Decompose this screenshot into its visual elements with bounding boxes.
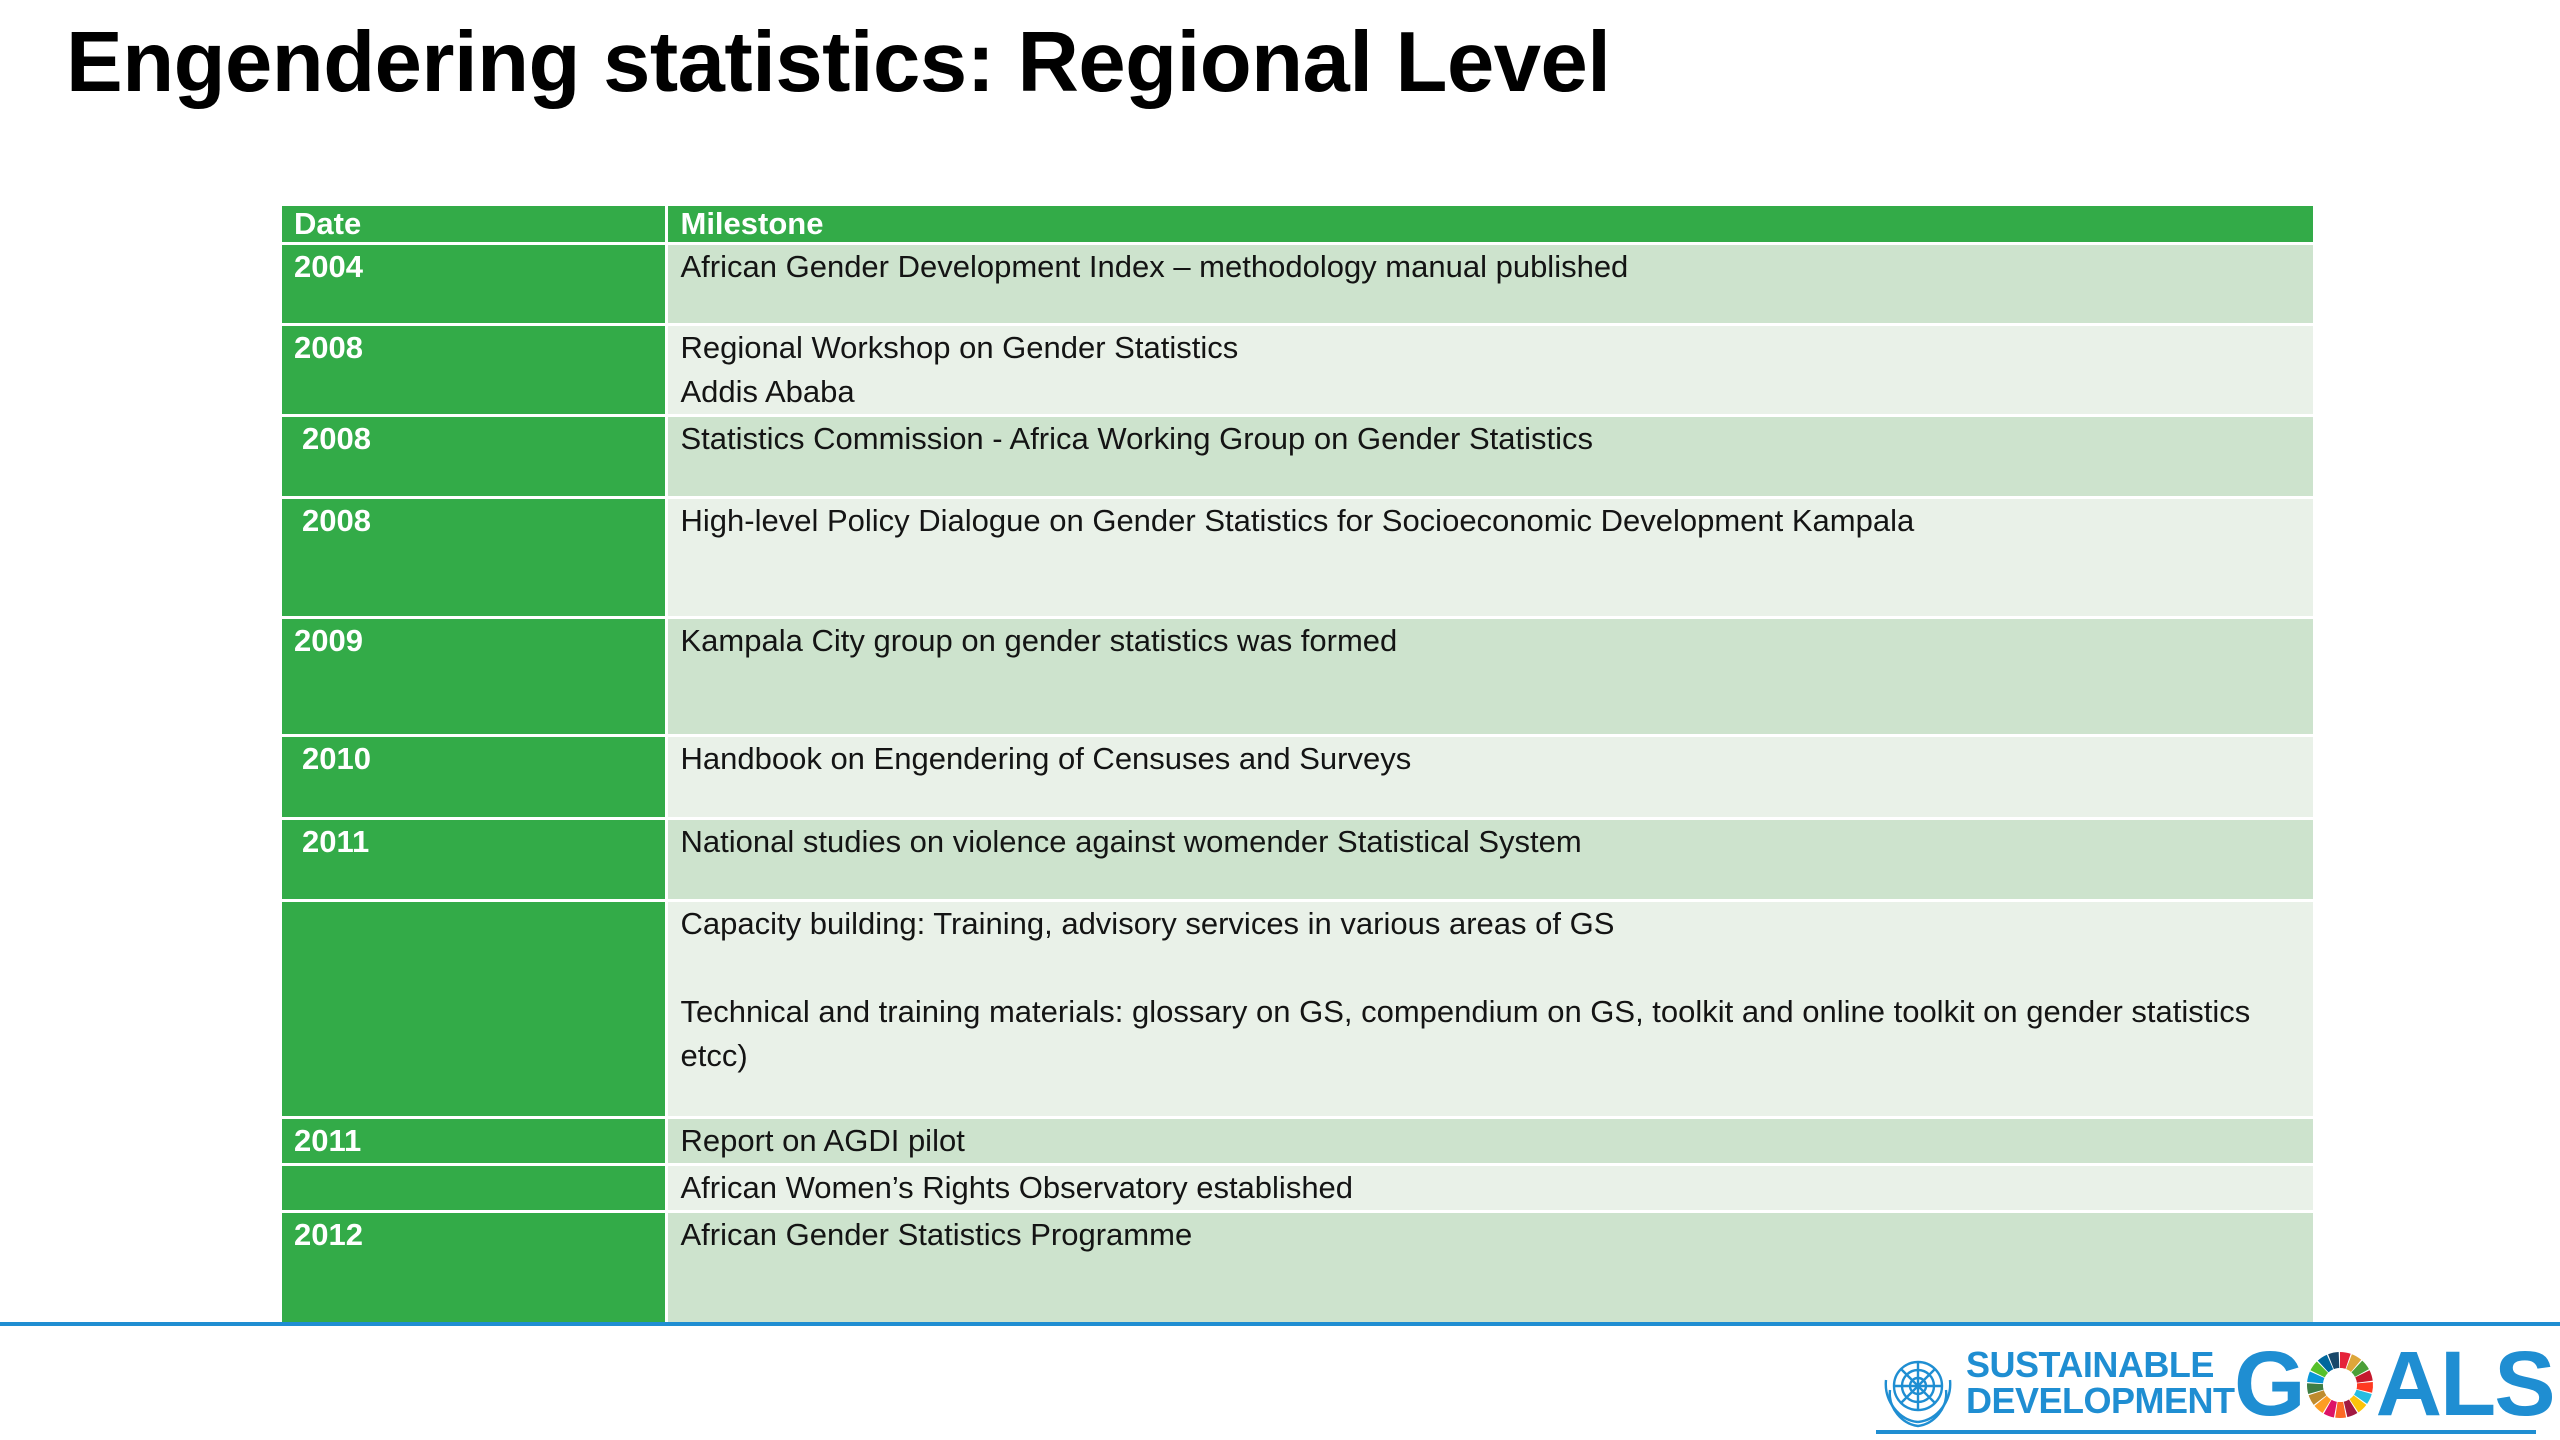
wheel-segment bbox=[2349, 1395, 2366, 1413]
wheel-segment bbox=[2327, 1352, 2339, 1370]
wheel-segment bbox=[2354, 1370, 2373, 1383]
milestone-text: Capacity building: Training, advisory se… bbox=[680, 906, 1615, 941]
row-milestone: Report on AGDI pilot bbox=[664, 1117, 2313, 1166]
header-date: Date bbox=[282, 206, 666, 245]
row-milestone: African Gender Statistics Programme bbox=[664, 1211, 2313, 1325]
row-date: 2012 bbox=[282, 1211, 666, 1325]
row-milestone: Regional Workshop on Gender Statistics A… bbox=[664, 324, 2313, 417]
table-row: 2011 National studies on violence agains… bbox=[282, 818, 2313, 902]
wheel-segment bbox=[2308, 1390, 2326, 1405]
table-row: Capacity building: Training, advisory se… bbox=[282, 900, 2314, 1119]
wheel-segment bbox=[2351, 1360, 2369, 1377]
table-row: 2009 Kampala City group on gender statis… bbox=[282, 617, 2313, 737]
wheel-segment bbox=[2317, 1354, 2333, 1373]
row-date: 2008 bbox=[282, 415, 666, 499]
milestone-text: Kampala City group on gender statistics … bbox=[680, 623, 1398, 658]
row-milestone: African Gender Development Index – metho… bbox=[664, 243, 2313, 326]
wheel-segment bbox=[2343, 1399, 2357, 1418]
milestone-text: African Gender Statistics Programme bbox=[680, 1217, 1193, 1252]
logo-underline bbox=[1876, 1430, 2536, 1434]
goals-letters-als: ALS bbox=[2375, 1333, 2556, 1435]
table-header-row: Date Milestone bbox=[282, 206, 2313, 245]
wheel-segment bbox=[2353, 1389, 2372, 1404]
wheel-segment bbox=[2310, 1361, 2328, 1378]
row-date: 2008 bbox=[282, 497, 666, 619]
milestones-table: Date Milestone 2004 African Gender Devel… bbox=[282, 206, 2313, 1325]
wheel-segment bbox=[2356, 1381, 2373, 1393]
goals-wordmark: G ALS bbox=[2234, 1333, 2556, 1435]
sdg-color-wheel-icon bbox=[2306, 1352, 2373, 1418]
wheel-segment bbox=[2345, 1354, 2361, 1372]
table-row: 2010 Handbook on Engendering of Censuses… bbox=[282, 735, 2313, 820]
milestone-text: National studies on violence against wom… bbox=[680, 824, 1582, 859]
row-milestone: Capacity building: Training, advisory se… bbox=[664, 900, 2314, 1119]
row-date: 2009 bbox=[282, 617, 666, 737]
milestone-text: Statistics Commission - Africa Working G… bbox=[680, 421, 1594, 456]
table-row: 2012 African Gender Statistics Programme bbox=[282, 1211, 2313, 1325]
sdg-line-development: DEVELOPMENT bbox=[1966, 1380, 2235, 1421]
un-emblem-icon bbox=[1884, 1360, 1952, 1428]
milestone-text: African Gender Development Index – metho… bbox=[680, 249, 1629, 284]
milestone-text: Regional Workshop on Gender Statistics bbox=[680, 330, 1239, 365]
row-date bbox=[282, 1164, 666, 1213]
row-milestone: Statistics Commission - Africa Working G… bbox=[664, 415, 2313, 499]
table-row: 2011 Report on AGDI pilot bbox=[282, 1117, 2313, 1166]
row-milestone: High-level Policy Dialogue on Gender Sta… bbox=[664, 497, 2313, 619]
row-milestone: Handbook on Engendering of Censuses and … bbox=[664, 735, 2313, 820]
table-row: 2004 African Gender Development Index – … bbox=[282, 243, 2313, 326]
wheel-segment bbox=[2306, 1383, 2324, 1395]
wheel-segment bbox=[2314, 1395, 2331, 1414]
footer-divider bbox=[0, 1322, 2560, 1326]
sdg-logo: SUSTAINABLE DEVELOPMENT G ALS bbox=[1876, 1334, 2556, 1438]
wheel-segment bbox=[2306, 1371, 2325, 1384]
row-date bbox=[282, 900, 666, 1119]
table-row: 2008 Statistics Commission - Africa Work… bbox=[282, 415, 2313, 499]
goals-letter-g: G bbox=[2234, 1333, 2306, 1435]
sdg-wordmark: SUSTAINABLE DEVELOPMENT bbox=[1966, 1347, 2235, 1419]
sdg-line-sustainable: SUSTAINABLE bbox=[1966, 1344, 2214, 1385]
table-row: 2008 Regional Workshop on Gender Statist… bbox=[282, 324, 2313, 417]
row-milestone: National studies on violence against wom… bbox=[664, 818, 2313, 902]
wheel-segment bbox=[2339, 1352, 2351, 1369]
milestone-text: Addis Ababa bbox=[680, 374, 855, 409]
milestone-text: Technical and training materials: glossa… bbox=[680, 994, 2251, 1073]
milestone-text: High-level Policy Dialogue on Gender Sta… bbox=[680, 503, 1915, 538]
row-date: 2011 bbox=[282, 1117, 666, 1166]
paragraph-gap bbox=[681, 946, 2314, 990]
milestone-text: Handbook on Engendering of Censuses and … bbox=[680, 741, 1412, 776]
row-milestone: Kampala City group on gender statistics … bbox=[664, 617, 2313, 737]
wheel-segment bbox=[2334, 1401, 2346, 1418]
row-date: 2010 bbox=[282, 735, 666, 820]
row-date: 2004 bbox=[282, 243, 666, 326]
table-row: 2008 High-level Policy Dialogue on Gende… bbox=[282, 497, 2313, 619]
row-date: 2008 bbox=[282, 324, 666, 417]
milestones-table-wrapper: Date Milestone 2004 African Gender Devel… bbox=[282, 206, 2313, 1325]
wheel-segment bbox=[2323, 1399, 2337, 1418]
slide-title: Engendering statistics: Regional Level bbox=[66, 15, 1611, 110]
milestone-text: African Women’s Rights Observatory estab… bbox=[680, 1170, 1354, 1205]
header-milestone: Milestone bbox=[664, 206, 2313, 245]
row-date: 2011 bbox=[282, 818, 666, 902]
row-milestone: African Women’s Rights Observatory estab… bbox=[664, 1164, 2313, 1213]
milestone-text: Report on AGDI pilot bbox=[680, 1123, 965, 1158]
table-row: African Women’s Rights Observatory estab… bbox=[282, 1164, 2313, 1213]
